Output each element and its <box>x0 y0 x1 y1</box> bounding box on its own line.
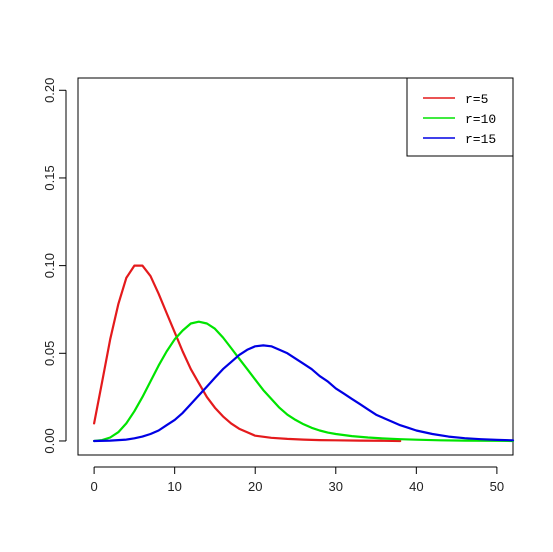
x-tick-label: 20 <box>248 479 262 494</box>
x-tick-label: 30 <box>329 479 343 494</box>
legend-box <box>406 77 514 157</box>
series-line-r-15 <box>92 344 515 443</box>
y-tick-label: 0.10 <box>42 253 57 278</box>
plot-frame <box>77 77 514 456</box>
y-tick-label: 0.05 <box>42 341 57 366</box>
series-line-r-5 <box>92 264 402 443</box>
legend: r=5 r=10 r=15 <box>406 77 514 157</box>
legend-label: r=5 <box>465 92 488 107</box>
series-line-r-10 <box>92 320 515 443</box>
series-layer <box>92 264 515 443</box>
y-tick-label: 0.00 <box>42 428 57 453</box>
x-tick-label: 0 <box>90 479 97 494</box>
legend-label: r=15 <box>465 132 496 147</box>
y-axis: 0.00 0.05 0.10 0.15 0.20 <box>42 78 67 454</box>
legend-label: r=10 <box>465 112 496 127</box>
x-tick-label: 40 <box>409 479 423 494</box>
x-axis: 0 10 20 30 40 50 <box>90 466 504 494</box>
y-tick-label: 0.15 <box>42 165 57 190</box>
x-tick-label: 50 <box>490 479 504 494</box>
y-tick-label: 0.20 <box>42 78 57 103</box>
x-tick-label: 10 <box>167 479 181 494</box>
